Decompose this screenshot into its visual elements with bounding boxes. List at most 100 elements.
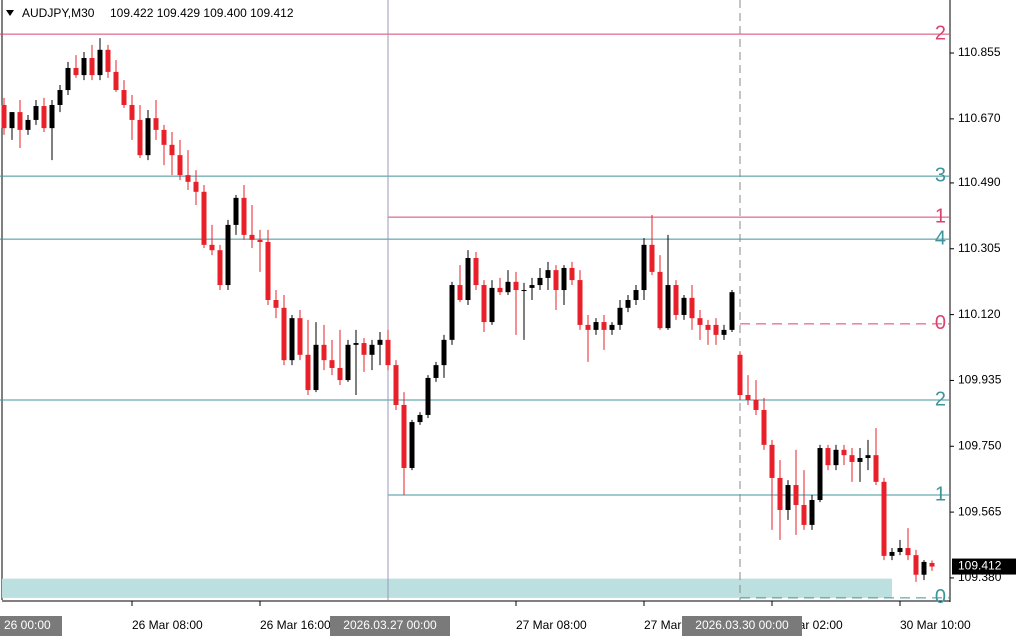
price-box [952, 558, 1016, 575]
candle-body [1, 104, 7, 129]
candle-body [297, 318, 303, 355]
candle-body [601, 322, 607, 330]
x-tick-label: 26 Mar 08:00 [132, 618, 203, 632]
candle-body [753, 400, 759, 410]
y-tick-label: 110.855 [958, 45, 1001, 59]
candle-body [561, 267, 567, 291]
candle-body [409, 422, 415, 468]
candle-body [281, 307, 287, 361]
left-marker-box [0, 616, 62, 636]
candle-body [169, 144, 175, 156]
left-marker-label: 26 00:00 [4, 618, 51, 632]
candle-body [49, 104, 55, 129]
candle-body [673, 285, 679, 315]
candle-body [913, 555, 919, 575]
candle-body [489, 287, 495, 323]
candle-body [569, 267, 575, 281]
candle-body [121, 90, 127, 105]
level-label: 1 [935, 483, 946, 505]
candle-body [713, 324, 719, 335]
level-label: 3 [935, 164, 946, 186]
candle-body [25, 119, 31, 130]
y-tick-label: 109.750 [958, 438, 1002, 452]
time-marker-label: 2026.03.27 00:00 [343, 618, 437, 632]
candle-body [425, 377, 431, 415]
candle-body [681, 297, 687, 315]
x-tick-label: 27 Mar 08:00 [516, 618, 587, 632]
candle-body [577, 280, 583, 325]
candle-body [265, 241, 271, 300]
candle-body [401, 404, 407, 468]
candle-body [377, 339, 383, 345]
y-tick-label: 110.670 [958, 111, 1001, 125]
candle-body [89, 58, 95, 76]
candle-body [273, 300, 279, 308]
candle-body [873, 455, 879, 482]
y-tick-label: 110.490 [958, 175, 1001, 189]
x-tick-label: 30 Mar 10:00 [900, 618, 971, 632]
candle-body [809, 500, 815, 525]
candle-body [657, 271, 663, 329]
candle-body [361, 343, 367, 355]
candle-body [113, 71, 119, 91]
candle-body [241, 197, 247, 235]
x-tick-label: 26 Mar 16:00 [260, 618, 331, 632]
candle-body [249, 234, 255, 240]
candle-body [81, 58, 87, 76]
candle-body [905, 548, 911, 556]
candle-body [609, 324, 615, 330]
menu-arrow[interactable] [6, 10, 14, 16]
candle-body [721, 329, 727, 335]
candle-body [585, 324, 591, 330]
time-marker-label: 2026.03.30 00:00 [695, 618, 789, 632]
candle-body [225, 224, 231, 286]
candle-body [865, 455, 871, 459]
level-label: 4 [935, 227, 946, 249]
candle-body [761, 409, 767, 445]
candle-body [833, 449, 839, 466]
candle-body [313, 344, 319, 391]
candle-body [41, 106, 47, 129]
candle-body [33, 106, 39, 120]
candle-body [233, 197, 239, 225]
candle-body [257, 239, 263, 242]
candle-body [929, 562, 935, 567]
candle-body [745, 395, 751, 400]
candle-body [417, 414, 423, 423]
candle-body [217, 250, 223, 286]
candle-body [513, 281, 519, 291]
candle-body [345, 344, 351, 381]
level-label: 1 [935, 205, 946, 227]
candle-body [289, 318, 295, 361]
candle-body [193, 181, 199, 192]
candle-body [705, 324, 711, 330]
candle-body [153, 118, 159, 130]
candle-body [57, 90, 63, 105]
candle-body [129, 104, 135, 120]
candle-body [593, 322, 599, 330]
candle-body [897, 548, 903, 552]
candle-body [393, 365, 399, 405]
candle-body [9, 112, 15, 129]
candle-body [777, 477, 783, 510]
candle-body [529, 285, 535, 288]
candle-body [641, 244, 647, 291]
candle-body [841, 449, 847, 456]
candle-body [385, 339, 391, 366]
candle-body [921, 561, 927, 575]
candle-body [457, 285, 463, 300]
candle-body [137, 119, 143, 156]
candle-body [497, 287, 503, 293]
quote: 109.422 109.429 109.400 109.412 [110, 6, 294, 20]
candle-body [369, 344, 375, 355]
candle-body [321, 344, 327, 361]
candle-body [353, 343, 359, 345]
candle-body [881, 481, 887, 556]
candle-body [337, 367, 343, 381]
candle-body [449, 285, 455, 340]
candle-body [665, 285, 671, 329]
time-marker-box [682, 616, 802, 636]
candle-body [617, 307, 623, 325]
y-tick-label: 110.120 [958, 307, 1001, 321]
